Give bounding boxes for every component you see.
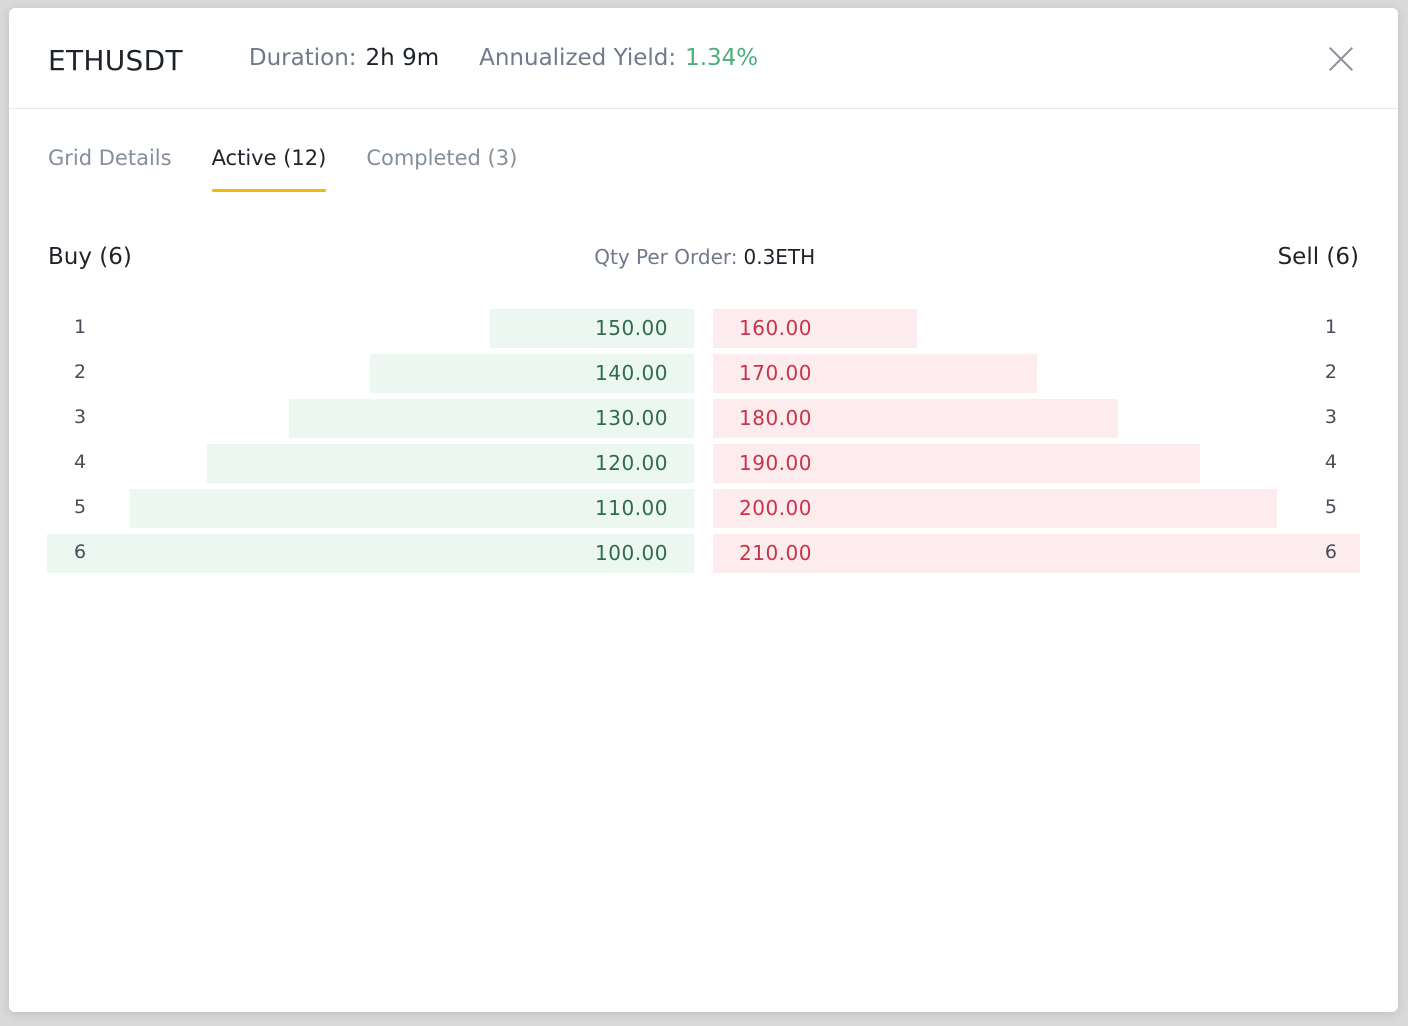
sell-price: 200.00 xyxy=(739,496,812,520)
yield-value: 1.34% xyxy=(685,45,759,71)
order-row: 6 100.00 210.00 6 xyxy=(47,534,1360,573)
duration-label: Duration: xyxy=(248,45,357,71)
sell-index: 6 xyxy=(1324,541,1337,563)
order-row: 4 120.00 190.00 4 xyxy=(47,444,1360,483)
qty-value: 0.3ETH xyxy=(743,245,816,269)
buy-index: 3 xyxy=(74,406,87,428)
sell-price: 160.00 xyxy=(739,316,812,340)
buy-depth-bar xyxy=(130,489,694,528)
buy-depth-bar xyxy=(47,534,694,573)
sell-index: 1 xyxy=(1324,316,1337,338)
buy-price: 130.00 xyxy=(595,406,668,430)
sell-depth-bar xyxy=(713,444,1200,483)
buy-index: 4 xyxy=(74,451,87,473)
sell-index: 3 xyxy=(1324,406,1337,428)
yield-label: Annualized Yield: xyxy=(479,45,677,71)
sell-depth-bar xyxy=(713,354,1037,393)
order-book: 1 150.00 160.00 1 2 140.00 170.00 2 3 130.00 180.0… xyxy=(47,309,1360,579)
sell-index: 2 xyxy=(1324,361,1337,383)
buy-price: 110.00 xyxy=(595,496,668,520)
sell-depth-bar xyxy=(713,309,917,348)
buy-depth-bar xyxy=(370,354,694,393)
buy-price: 140.00 xyxy=(595,361,668,385)
sell-depth-bar xyxy=(713,399,1118,438)
buy-depth-bar xyxy=(289,399,694,438)
tab-active[interactable]: Active (12) xyxy=(211,146,326,192)
tab-grid-details[interactable]: Grid Details xyxy=(48,146,172,170)
sell-price: 170.00 xyxy=(739,361,812,385)
order-row: 1 150.00 160.00 1 xyxy=(47,309,1360,348)
sell-index: 4 xyxy=(1324,451,1337,473)
buy-index: 2 xyxy=(74,361,87,383)
buy-index: 5 xyxy=(74,496,87,518)
buy-index: 6 xyxy=(74,541,87,563)
sell-title: Sell (6) xyxy=(1277,244,1359,270)
sell-price: 210.00 xyxy=(739,541,812,565)
grid-orders-modal: ETHUSDT Duration: 2h 9m Annualized Yield… xyxy=(9,8,1398,1012)
buy-price: 100.00 xyxy=(595,541,668,565)
order-row: 5 110.00 200.00 5 xyxy=(47,489,1360,528)
buy-depth-bar xyxy=(490,309,694,348)
buy-price: 150.00 xyxy=(595,316,668,340)
buy-price: 120.00 xyxy=(595,451,668,475)
sell-price: 180.00 xyxy=(739,406,812,430)
order-book-header: Buy (6) Qty Per Order: 0.3ETH Sell (6) xyxy=(48,244,1359,270)
close-icon[interactable] xyxy=(1328,46,1354,72)
order-row: 3 130.00 180.00 3 xyxy=(47,399,1360,438)
duration-value: 2h 9m xyxy=(365,45,440,71)
tab-completed[interactable]: Completed (3) xyxy=(366,146,518,170)
tab-bar: Grid Details Active (12) Completed (3) xyxy=(48,146,517,192)
symbol-title: ETHUSDT xyxy=(48,43,183,77)
sell-depth-bar xyxy=(713,489,1277,528)
buy-title: Buy (6) xyxy=(48,244,132,270)
sell-depth-bar xyxy=(713,534,1360,573)
sell-price: 190.00 xyxy=(739,451,812,475)
order-row: 2 140.00 170.00 2 xyxy=(47,354,1360,393)
qty-per-order: Qty Per Order: 0.3ETH xyxy=(594,245,815,269)
qty-label: Qty Per Order: xyxy=(594,245,738,269)
buy-index: 1 xyxy=(74,316,87,338)
buy-depth-bar xyxy=(207,444,694,483)
sell-index: 5 xyxy=(1324,496,1337,518)
modal-header: ETHUSDT Duration: 2h 9m Annualized Yield… xyxy=(9,8,1398,109)
